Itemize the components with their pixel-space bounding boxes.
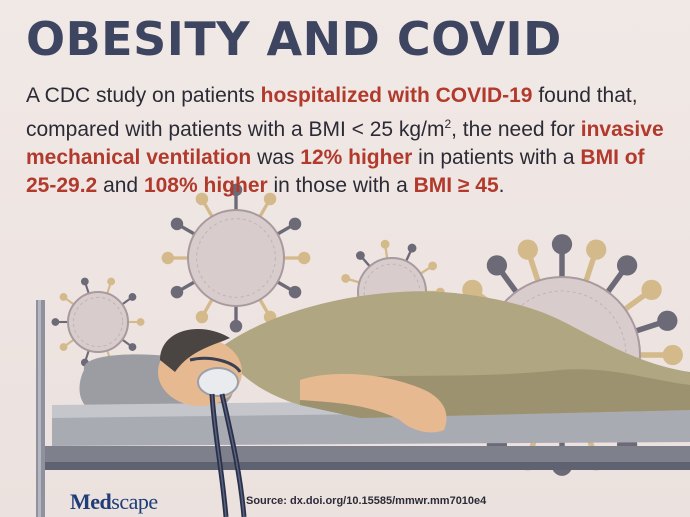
bed-base: [45, 446, 690, 462]
virus-spike-head: [486, 255, 508, 276]
virus-spike-head: [80, 277, 89, 286]
virus-spike-head: [517, 239, 538, 260]
virus-membrane: [196, 218, 276, 298]
virus-body: [67, 291, 129, 353]
medscape-logo[interactable]: Medscape: [70, 489, 158, 515]
virus-spike-head: [195, 192, 209, 206]
virus-spike-head: [641, 279, 662, 301]
summary-text-6: and: [97, 174, 144, 197]
virus-spike-head: [229, 183, 243, 197]
ventilator-tube-inner: [211, 393, 227, 517]
virus-spike-head: [551, 234, 573, 255]
highlight-108-percent: 108% higher: [143, 174, 268, 197]
highlight-bmi-45: BMI ≥ 45: [413, 174, 499, 197]
virus-spike-head: [657, 310, 678, 331]
virus-spike-head: [128, 293, 137, 301]
virus-spike-head: [428, 261, 438, 271]
source-citation: Source: dx.doi.org/10.15585/mmwr.mm7010e…: [246, 495, 487, 507]
patient-hair: [160, 329, 230, 372]
virus-spike-head: [51, 318, 60, 326]
virus-spike-head: [128, 343, 137, 351]
virus-spike-head: [229, 319, 243, 333]
ventilator-tube-inner-2: [221, 393, 245, 517]
virus-spike-head: [59, 343, 68, 351]
virus-spike-head: [407, 243, 417, 253]
study-summary: A CDC study on patients hospitalized wit…: [26, 82, 676, 200]
virus-spike-head: [380, 239, 390, 249]
virus-spike-head: [59, 293, 68, 301]
page-title: OBESITY AND COVID: [26, 12, 562, 66]
bed-headboard-post-highlight: [38, 300, 41, 517]
virus-spike-head: [288, 217, 302, 231]
virus-spike-head: [136, 318, 145, 326]
logo-med: Med: [70, 489, 112, 514]
summary-text-1: A CDC study on patients: [26, 84, 261, 107]
virus-spike-head: [355, 251, 365, 260]
superscript-2: 2: [444, 117, 452, 131]
summary-text-7: in those with a: [267, 174, 414, 197]
bed-rail: [45, 462, 690, 470]
virus-spike-head: [297, 251, 311, 265]
highlight-hospitalized: hospitalized with COVID-19: [260, 84, 533, 107]
summary-text-4: was: [251, 146, 301, 169]
virus-body: [187, 209, 285, 307]
virus-spike-head: [288, 285, 302, 299]
virus-spike-head: [107, 277, 116, 286]
virus-spike-head: [662, 344, 683, 366]
virus-membrane: [72, 296, 124, 348]
highlight-ventilation: invasive mechanical ventilation: [26, 118, 664, 169]
virus-spike-head: [341, 273, 351, 283]
highlight-bmi-25: BMI of 25-29.2: [26, 146, 645, 197]
virus-spike-head: [586, 239, 607, 260]
highlight-12-percent: 12% higher: [300, 146, 413, 169]
virus-icon: [51, 277, 145, 367]
summary-text-3: , the need for: [451, 118, 581, 141]
patient-arm: [300, 373, 447, 433]
summary-text-2: found that, compared with patients with …: [26, 84, 638, 141]
summary-text-8: .: [498, 174, 505, 197]
virus-icon: [161, 183, 311, 333]
virus-spike-head: [616, 255, 638, 276]
virus-spike-head: [161, 251, 175, 265]
virus-spike-head: [170, 217, 184, 231]
summary-text-5: in patients with a: [412, 146, 581, 169]
logo-scape: scape: [111, 489, 158, 514]
virus-spike-head: [263, 192, 277, 206]
virus-spike-head: [195, 310, 209, 324]
virus-spike-head: [170, 285, 184, 299]
mask-strap: [189, 356, 242, 373]
oxygen-mask: [197, 367, 239, 397]
